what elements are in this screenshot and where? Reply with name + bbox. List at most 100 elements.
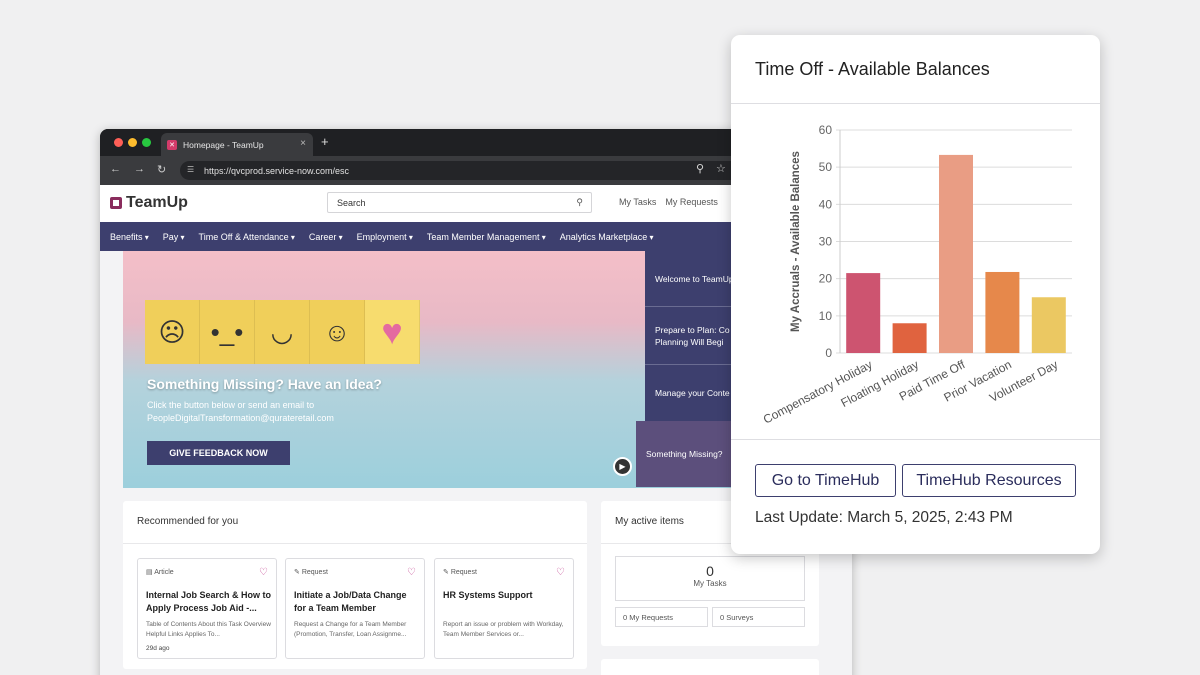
- surveys-counter[interactable]: 0 Surveys: [712, 607, 805, 627]
- timehub-resources-button[interactable]: TimeHub Resources: [902, 464, 1076, 497]
- new-tab-button[interactable]: +: [321, 134, 329, 149]
- browser-tab[interactable]: ✕ Homepage - TeamUp ×: [161, 133, 313, 156]
- divider: [731, 439, 1100, 440]
- my-requests-link[interactable]: My Requests: [665, 197, 718, 207]
- menu-item-time-off[interactable]: Time Off & Attendance: [199, 232, 295, 242]
- item-description: Report an issue or problem with Workday,…: [443, 621, 564, 638]
- browser-window: ✕ Homepage - TeamUp × + ← → ↻ ☰ https://…: [100, 129, 852, 675]
- my-requests-counter[interactable]: 0 My Requests: [615, 607, 708, 627]
- x-tick-label: Floating Holiday: [838, 357, 921, 410]
- give-feedback-button[interactable]: GIVE FEEDBACK NOW: [147, 441, 290, 465]
- bookmark-star-icon[interactable]: ☆: [716, 163, 726, 175]
- item-title: Initiate a Job/Data Change for a Team Me…: [294, 590, 407, 613]
- back-arrow-icon[interactable]: ←: [110, 163, 121, 175]
- divider: [123, 543, 587, 544]
- tile-prepare-line2: Planning Will Begi: [655, 336, 724, 347]
- popover-title: Time Off - Available Balances: [755, 59, 990, 79]
- recommended-card: Recommended for you ▤ Article ♡ Internal…: [123, 501, 587, 669]
- y-tick-label: 50: [819, 160, 833, 174]
- y-tick-label: 40: [819, 197, 833, 211]
- favorite-heart-icon[interactable]: ♡: [556, 567, 565, 578]
- go-to-timehub-button[interactable]: Go to TimeHub: [755, 464, 896, 497]
- y-tick-label: 0: [825, 346, 832, 360]
- recommended-item[interactable]: ✎ Request ♡ HR Systems Support Report an…: [434, 558, 574, 659]
- recommended-title: Recommended for you: [137, 516, 239, 527]
- search-placeholder: Search: [337, 197, 366, 208]
- my-tasks-link[interactable]: My Tasks: [619, 197, 657, 207]
- favorite-heart-icon[interactable]: ♡: [259, 567, 268, 578]
- item-title: Internal Job Search & How to Apply Proce…: [146, 590, 272, 613]
- divider: [601, 543, 819, 544]
- tab-title: Homepage - TeamUp: [183, 139, 264, 150]
- menu-item-employment[interactable]: Employment: [357, 232, 413, 242]
- item-description: Table of Contents About this Task Overvi…: [146, 621, 271, 638]
- recommended-item[interactable]: ✎ Request ♡ Initiate a Job/Data Change f…: [285, 558, 425, 659]
- bar: [985, 271, 1020, 353]
- close-window-button[interactable]: [114, 138, 123, 147]
- tab-close-icon[interactable]: ×: [300, 138, 306, 149]
- item-date: 29d ago: [146, 645, 170, 652]
- favorite-heart-icon[interactable]: ♡: [407, 567, 416, 578]
- y-tick-label: 10: [819, 309, 833, 323]
- teamup-logo[interactable]: TeamUp: [110, 194, 188, 212]
- maximize-window-button[interactable]: [142, 138, 151, 147]
- main-menu: Benefits Pay Time Off & Attendance Caree…: [100, 222, 852, 251]
- favicon-icon: ✕: [167, 139, 177, 150]
- heart-icon: ♥: [365, 300, 420, 364]
- divider: [731, 103, 1100, 104]
- zoom-icon[interactable]: ⚲: [696, 163, 705, 175]
- page-content: TeamUp Search ⚲ My Tasks My Requests Ben…: [100, 185, 852, 675]
- forward-arrow-icon[interactable]: →: [134, 163, 145, 175]
- hero-title: Something Missing? Have an Idea?: [147, 376, 382, 392]
- my-tasks-counter[interactable]: 0 My Tasks: [615, 556, 805, 601]
- bar: [846, 273, 881, 353]
- menu-item-career[interactable]: Career: [309, 232, 343, 242]
- hero-subtitle: Click the button below or send an email …: [147, 399, 334, 425]
- recommended-item[interactable]: ▤ Article ♡ Internal Job Search & How to…: [137, 558, 277, 659]
- menu-item-pay[interactable]: Pay: [163, 232, 185, 242]
- article-type-label: ▤ Article: [146, 569, 174, 576]
- minimize-window-button[interactable]: [128, 138, 137, 147]
- bar: [1031, 297, 1066, 353]
- hero-email-link[interactable]: PeopleDigitalTransformation@qurateretail…: [147, 413, 334, 423]
- url-field[interactable]: ☰ https://qvcprod.service-now.com/esc: [180, 161, 780, 180]
- request-type-label: ✎ Request: [443, 569, 477, 576]
- header-links: My Tasks My Requests: [619, 197, 718, 207]
- site-header: TeamUp Search ⚲ My Tasks My Requests: [100, 185, 852, 222]
- reload-icon[interactable]: ↻: [157, 164, 167, 176]
- search-input[interactable]: Search ⚲: [327, 192, 592, 213]
- time-off-popover: Time Off - Available Balances 0 10 20 30 40 5…: [731, 35, 1100, 554]
- tab-bar: ✕ Homepage - TeamUp × +: [100, 129, 852, 156]
- last-update-text: Last Update: March 5, 2025, 2:43 PM: [755, 509, 1013, 526]
- site-info-icon[interactable]: ☰: [187, 165, 195, 174]
- item-title: HR Systems Support: [443, 590, 533, 600]
- neutral-face-icon: •_•: [200, 300, 255, 364]
- bar: [892, 323, 927, 353]
- search-icon[interactable]: ⚲: [576, 197, 583, 207]
- request-type-label: ✎ Request: [294, 569, 328, 576]
- address-bar: ← → ↻ ☰ https://qvcprod.service-now.com/…: [100, 156, 852, 185]
- y-tick-label: 30: [819, 235, 833, 249]
- bottom-card: [601, 659, 819, 675]
- tile-prepare-line1: Prepare to Plan: Co: [655, 324, 730, 335]
- tile-manage-content[interactable]: Manage your Conte: [645, 365, 745, 422]
- menu-item-analytics-marketplace[interactable]: Analytics Marketplace: [560, 232, 654, 242]
- y-tick-label: 60: [819, 123, 833, 137]
- tasks-label: My Tasks: [693, 579, 727, 588]
- item-description: Request a Change for a Team Member (Prom…: [294, 621, 407, 638]
- y-axis-label: My Accruals - Available Balances: [790, 151, 802, 332]
- tile-welcome[interactable]: Welcome to TeamUp: [645, 251, 745, 307]
- logo-mark-icon: [110, 197, 122, 209]
- hero-subtitle-line1: Click the button below or send an email …: [147, 400, 315, 410]
- tile-something-missing[interactable]: Something Missing?: [636, 421, 746, 487]
- play-icon[interactable]: ▶: [613, 457, 632, 476]
- url-text: https://qvcprod.service-now.com/esc: [204, 165, 350, 176]
- bar: [939, 154, 973, 353]
- menu-item-benefits[interactable]: Benefits: [110, 232, 149, 242]
- logo-text: TeamUp: [126, 194, 188, 211]
- slight-smile-icon: ◡: [255, 300, 310, 364]
- menu-item-team-member-management[interactable]: Team Member Management: [427, 232, 546, 242]
- tile-prepare-to-plan[interactable]: Prepare to Plan: Co Planning Will Begi: [645, 307, 745, 365]
- carousel-tiles: Welcome to TeamUp Prepare to Plan: Co Pl…: [636, 251, 746, 487]
- sad-face-icon: ☹: [145, 300, 200, 364]
